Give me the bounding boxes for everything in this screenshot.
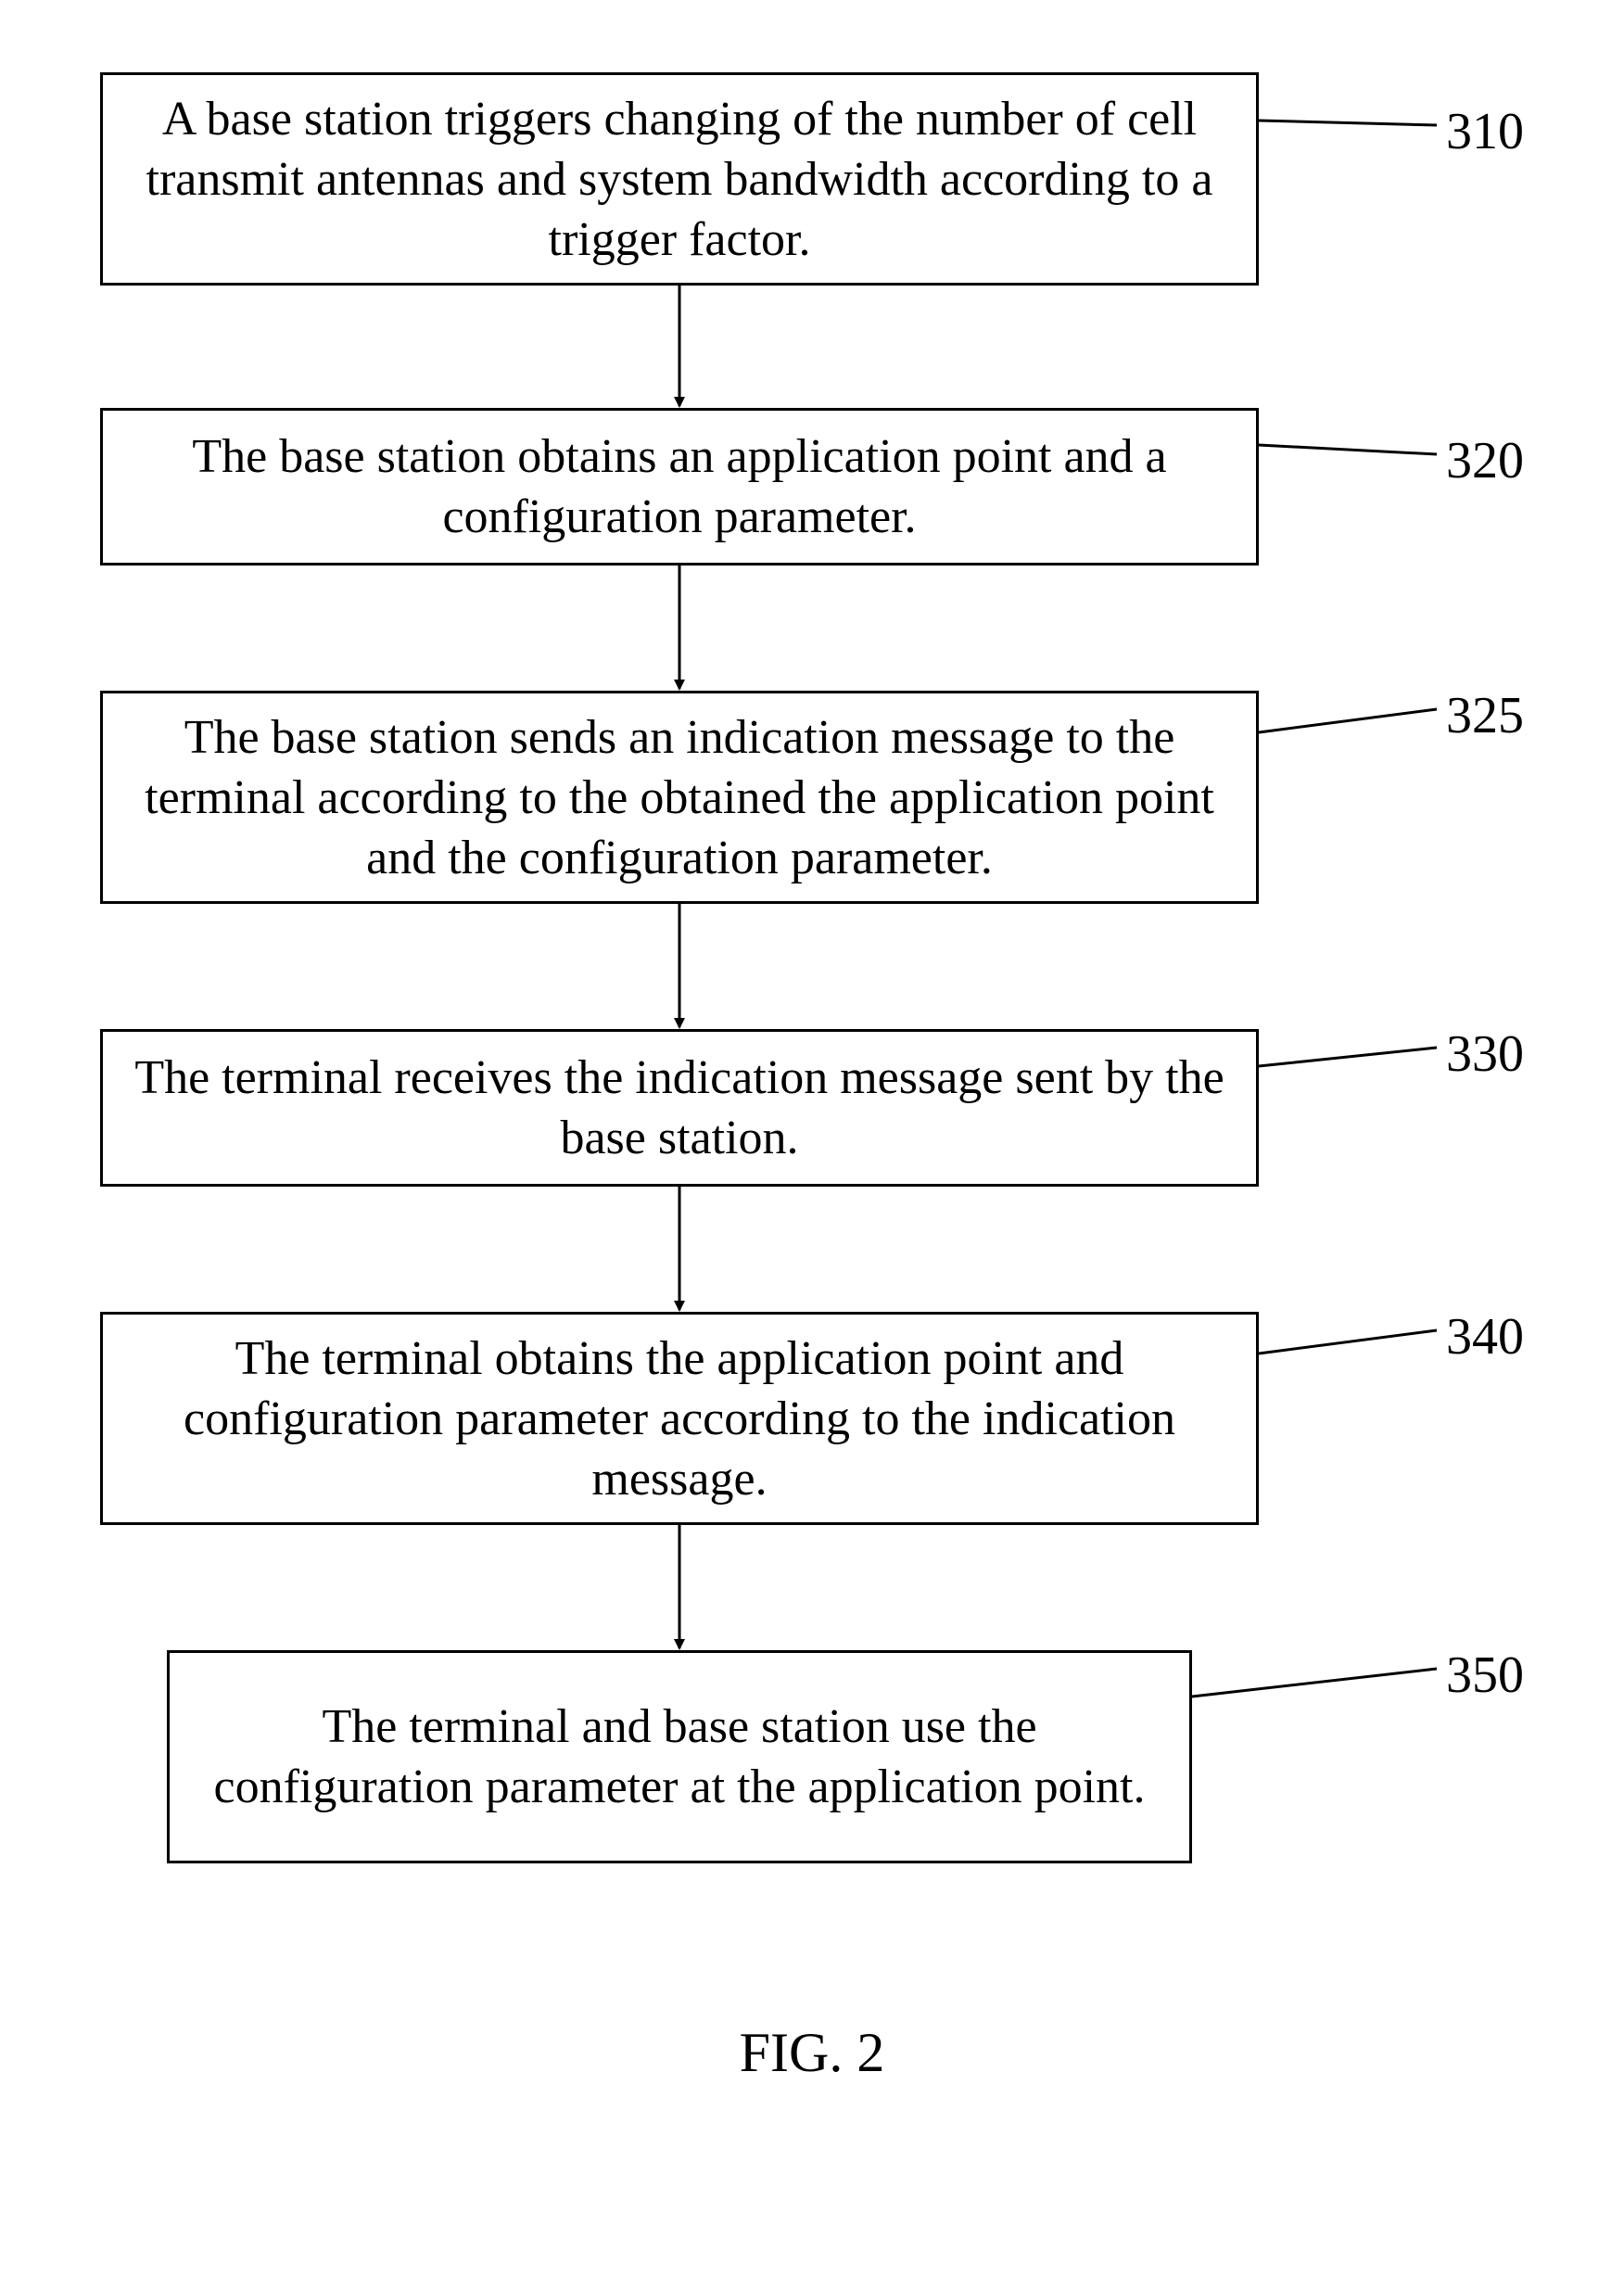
step-number-label-330: 330 [1446, 1024, 1524, 1084]
flowchart-canvas: A base station triggers changing of the … [0, 0, 1624, 2288]
leader-line [1192, 1669, 1437, 1697]
step-number-label-350: 350 [1446, 1646, 1524, 1705]
flowchart-step-350: The terminal and base station use the co… [167, 1650, 1192, 1863]
leader-line [1259, 445, 1437, 454]
flowchart-step-325: The base station sends an indication mes… [100, 691, 1259, 904]
step-number-label-340: 340 [1446, 1307, 1524, 1366]
leader-line [1259, 709, 1437, 732]
step-number-text: 330 [1446, 1025, 1524, 1083]
step-number-text: 310 [1446, 103, 1524, 160]
step-number-label-325: 325 [1446, 686, 1524, 745]
leader-line [1259, 121, 1437, 125]
step-text: The base station obtains an application … [131, 426, 1228, 547]
step-number-text: 320 [1446, 432, 1524, 489]
step-number-text: 340 [1446, 1308, 1524, 1366]
figure-caption: FIG. 2 [0, 2021, 1624, 2085]
step-text: A base station triggers changing of the … [131, 89, 1228, 270]
leader-line [1259, 1048, 1437, 1066]
step-number-label-320: 320 [1446, 431, 1524, 490]
flowchart-step-330: The terminal receives the indication mes… [100, 1029, 1259, 1187]
step-number-label-310: 310 [1446, 102, 1524, 161]
step-number-text: 325 [1446, 687, 1524, 744]
step-number-text: 350 [1446, 1646, 1524, 1704]
step-text: The terminal obtains the application poi… [131, 1328, 1228, 1509]
leader-line [1259, 1330, 1437, 1354]
step-text: The terminal and base station use the co… [197, 1697, 1161, 1817]
flowchart-step-340: The terminal obtains the application poi… [100, 1312, 1259, 1525]
flowchart-step-310: A base station triggers changing of the … [100, 72, 1259, 286]
step-text: The terminal receives the indication mes… [131, 1048, 1228, 1168]
flowchart-step-320: The base station obtains an application … [100, 408, 1259, 566]
step-text: The base station sends an indication mes… [131, 707, 1228, 888]
